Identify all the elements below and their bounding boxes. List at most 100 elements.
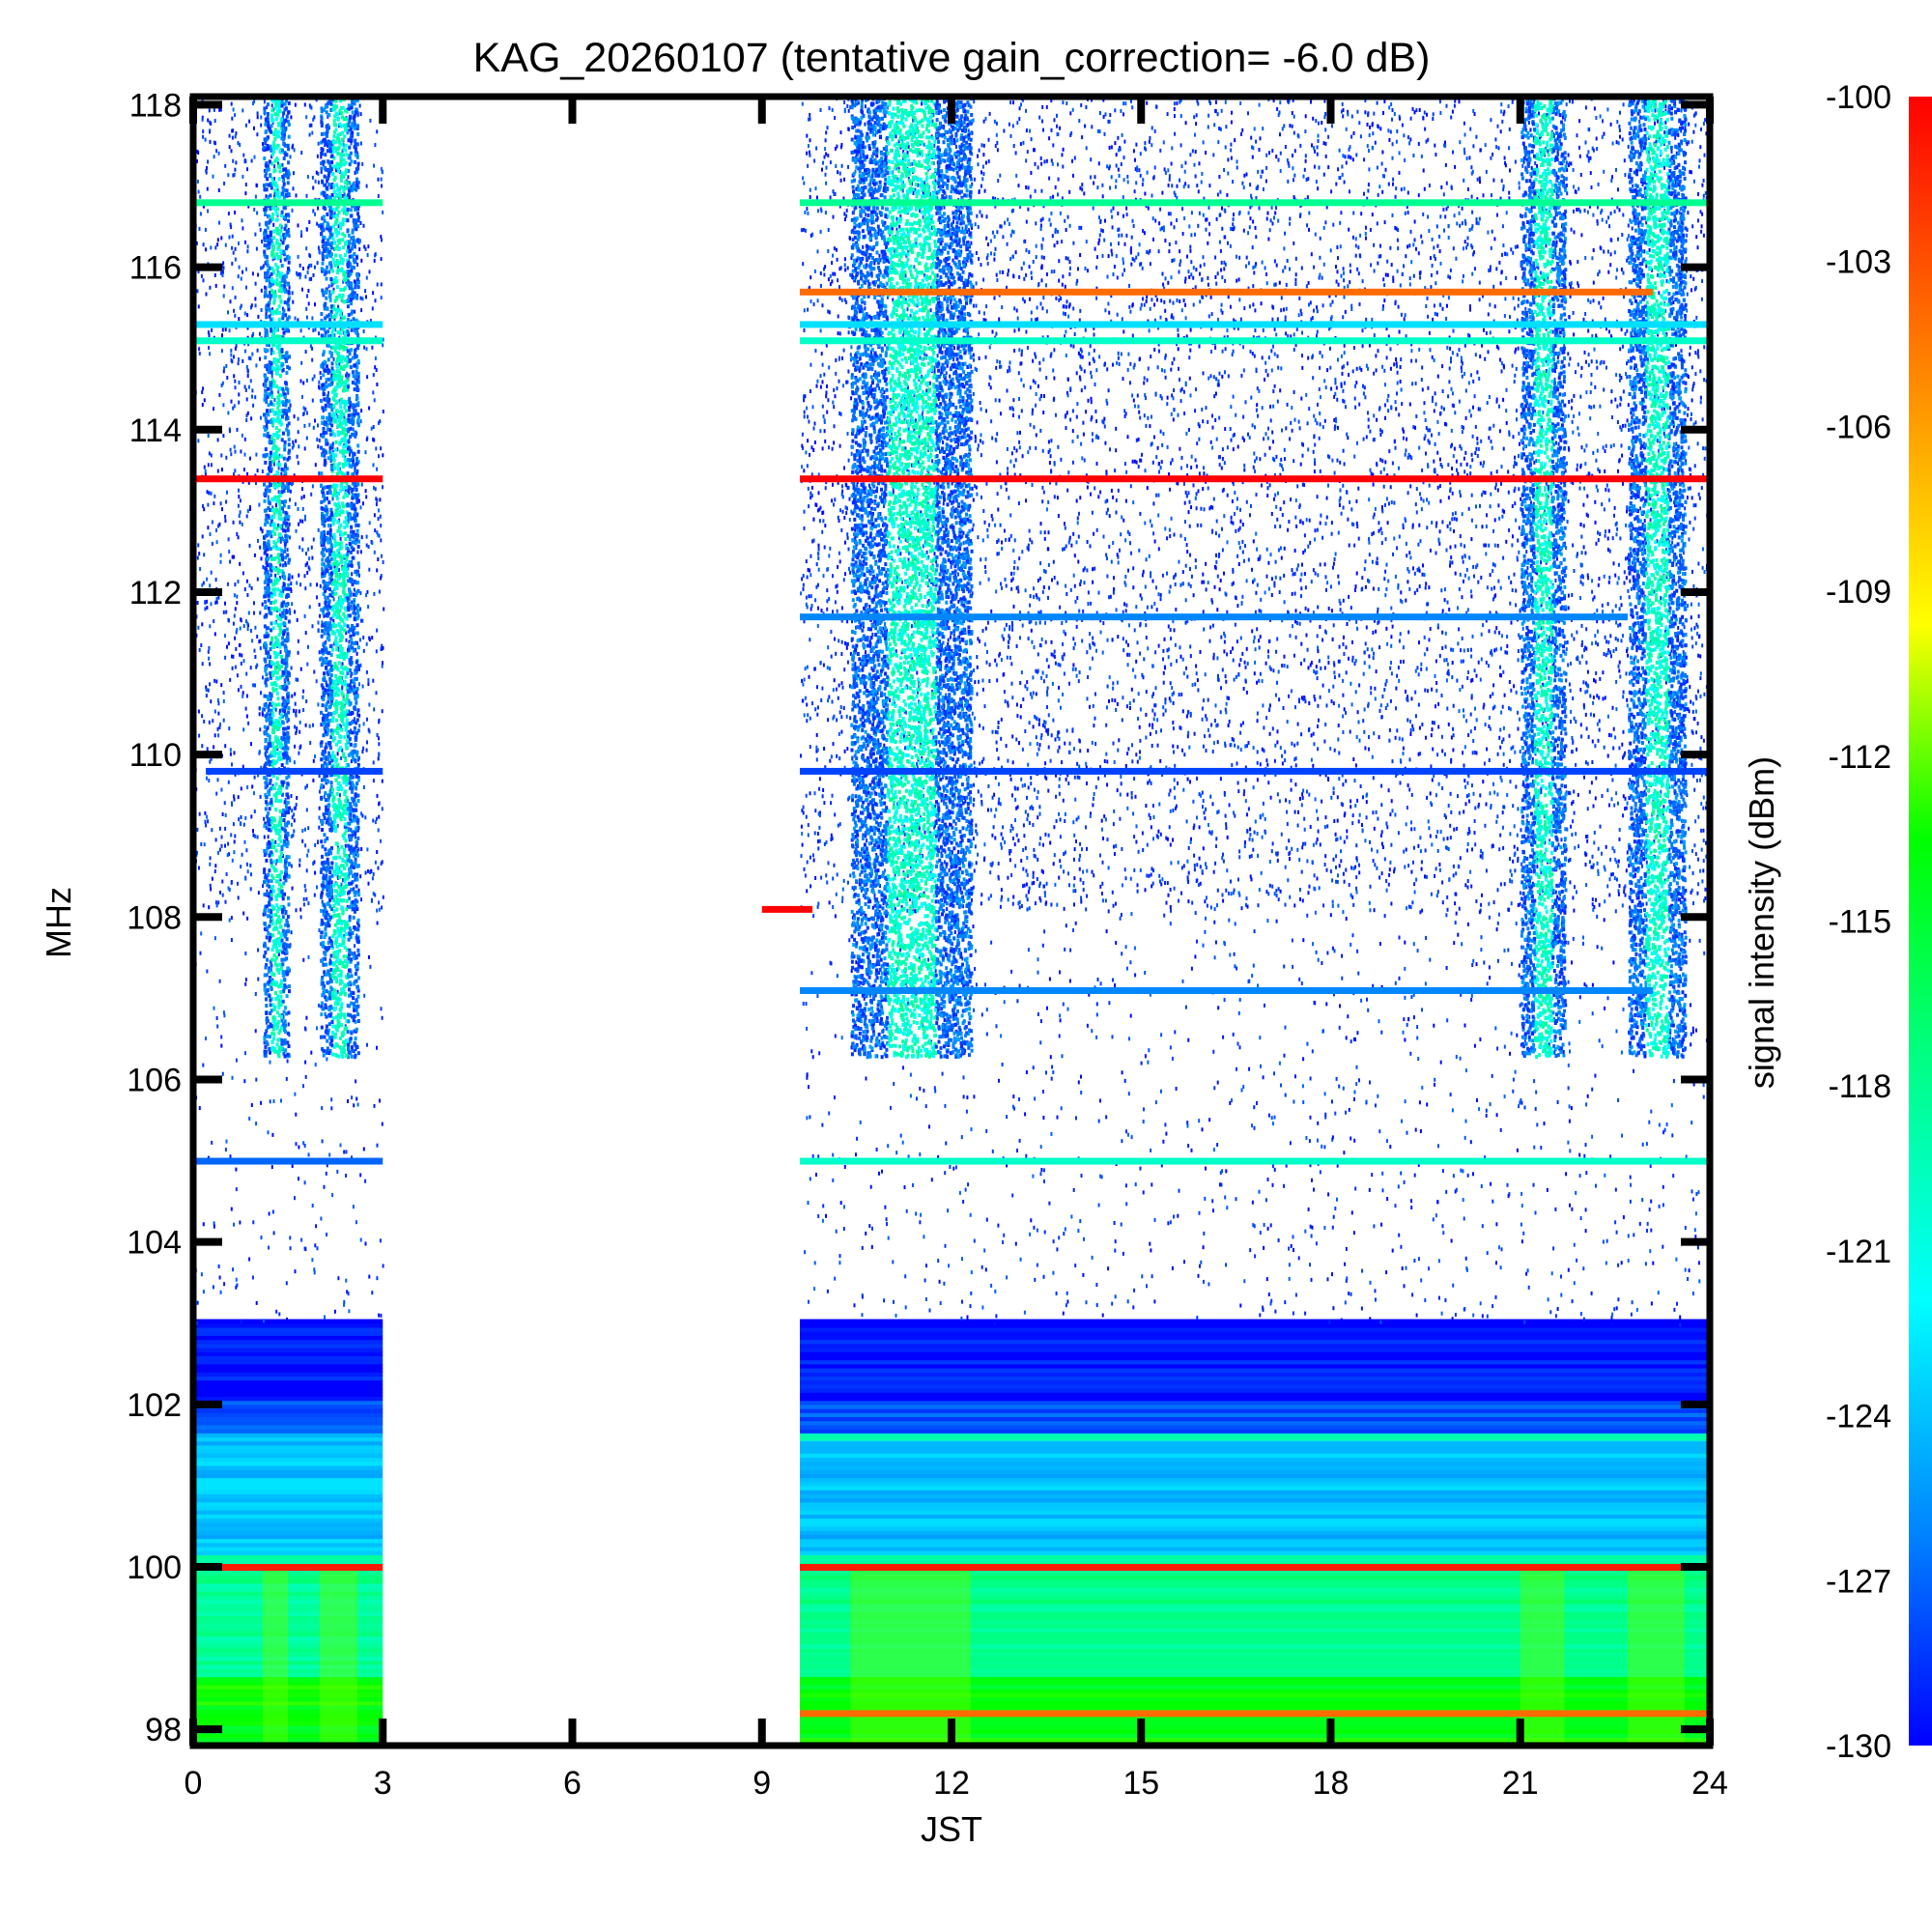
noise-speck bbox=[221, 836, 223, 839]
intensity-band bbox=[193, 1539, 383, 1544]
noise-speck bbox=[381, 1007, 383, 1010]
noise-speck bbox=[315, 463, 317, 467]
noise-speck bbox=[292, 815, 294, 819]
noise-speck bbox=[291, 865, 293, 868]
noise-speck bbox=[246, 621, 248, 625]
noise-speck bbox=[214, 936, 216, 940]
intensity-band bbox=[800, 1376, 1710, 1380]
noise-speck bbox=[224, 744, 226, 748]
intensity-band bbox=[800, 1344, 1710, 1349]
noise-speck bbox=[239, 514, 241, 518]
noise-speck bbox=[359, 874, 361, 878]
spectrogram-chart: KAG_20260107 (tentative gain_correction=… bbox=[0, 0, 1932, 1932]
noise-speck bbox=[375, 861, 377, 865]
noise-speck bbox=[258, 891, 260, 895]
noise-speck bbox=[238, 317, 240, 321]
noise-speck bbox=[221, 468, 223, 471]
intensity-band bbox=[193, 1465, 383, 1470]
intensity-band bbox=[193, 1396, 383, 1401]
noise-speck bbox=[307, 289, 309, 293]
noise-speck bbox=[213, 745, 214, 749]
noise-speck bbox=[362, 501, 364, 505]
noise-speck bbox=[204, 466, 206, 469]
noise-speck bbox=[367, 253, 369, 257]
intensity-band bbox=[193, 1547, 383, 1551]
noise-speck bbox=[257, 115, 259, 119]
intensity-band bbox=[193, 1429, 383, 1434]
noise-speck bbox=[293, 709, 295, 713]
noise-speck bbox=[244, 952, 246, 955]
noise-speck bbox=[287, 548, 289, 552]
noise-speck bbox=[255, 195, 257, 199]
noise-speck bbox=[204, 842, 206, 846]
noise-speck bbox=[359, 591, 361, 595]
intensity-band bbox=[193, 1355, 383, 1360]
noise-speck bbox=[290, 155, 292, 158]
intensity-band bbox=[800, 1457, 1710, 1462]
intensity-band bbox=[800, 1519, 1710, 1523]
noise-speck bbox=[246, 863, 248, 867]
intensity-band bbox=[193, 1493, 383, 1498]
noise-speck bbox=[230, 223, 232, 227]
noise-speck bbox=[261, 289, 263, 293]
noise-speck bbox=[247, 722, 249, 725]
noise-speck bbox=[248, 385, 250, 389]
noise-speck bbox=[302, 382, 304, 385]
noise-scatter bbox=[193, 97, 1712, 1327]
noise-speck bbox=[233, 108, 235, 112]
intensity-band bbox=[193, 1502, 383, 1507]
noise-speck bbox=[301, 487, 303, 491]
noise-speck bbox=[209, 108, 211, 112]
noise-speck bbox=[361, 535, 363, 539]
noise-speck bbox=[363, 649, 365, 653]
noise-speck bbox=[227, 310, 229, 314]
noise-speck bbox=[313, 273, 315, 277]
noise-speck bbox=[238, 504, 240, 508]
intensity-band bbox=[800, 1425, 1710, 1430]
intensity-band bbox=[800, 1360, 1710, 1365]
noise-speck bbox=[215, 578, 217, 582]
noise-speck bbox=[239, 653, 241, 657]
intensity-band bbox=[193, 1526, 383, 1531]
noise-speck bbox=[268, 879, 270, 883]
noise-speck bbox=[379, 908, 381, 912]
noise-speck bbox=[303, 406, 305, 410]
noise-speck bbox=[238, 817, 240, 821]
noise-speck bbox=[381, 906, 383, 910]
intensity-band bbox=[193, 1416, 383, 1421]
intensity-band bbox=[800, 1327, 1710, 1332]
noise-speck bbox=[203, 242, 205, 246]
noise-speck bbox=[300, 1238, 302, 1242]
noise-speck bbox=[304, 102, 306, 106]
noise-speck bbox=[301, 537, 303, 541]
noise-speck bbox=[259, 357, 261, 361]
noise-speck bbox=[206, 777, 208, 781]
noise-speck bbox=[361, 483, 363, 487]
intensity-band bbox=[800, 1445, 1710, 1450]
intensity-band bbox=[193, 1473, 383, 1478]
noise-speck bbox=[294, 610, 296, 613]
intensity-band bbox=[193, 1335, 383, 1340]
noise-speck bbox=[217, 733, 219, 737]
noise-speck bbox=[377, 283, 379, 287]
noise-speck bbox=[253, 208, 255, 212]
noise-speck bbox=[271, 1133, 273, 1137]
noise-speck bbox=[298, 546, 300, 550]
intensity-band bbox=[193, 1412, 383, 1417]
noise-speck bbox=[242, 571, 244, 575]
burst-patch bbox=[320, 1567, 357, 1746]
intensity-band bbox=[800, 1462, 1710, 1466]
noise-speck bbox=[360, 142, 362, 146]
noise-speck bbox=[369, 270, 371, 273]
noise-speck bbox=[247, 370, 249, 374]
noise-speck bbox=[268, 1130, 270, 1134]
noise-speck bbox=[234, 751, 236, 754]
noise-speck bbox=[299, 519, 301, 523]
noise-speck bbox=[358, 247, 360, 251]
noise-speck bbox=[246, 715, 248, 719]
noise-speck bbox=[311, 556, 313, 560]
intensity-band bbox=[193, 1498, 383, 1503]
intensity-band bbox=[800, 1355, 1710, 1360]
noise-speck bbox=[363, 1148, 365, 1151]
noise-speck bbox=[311, 131, 313, 135]
